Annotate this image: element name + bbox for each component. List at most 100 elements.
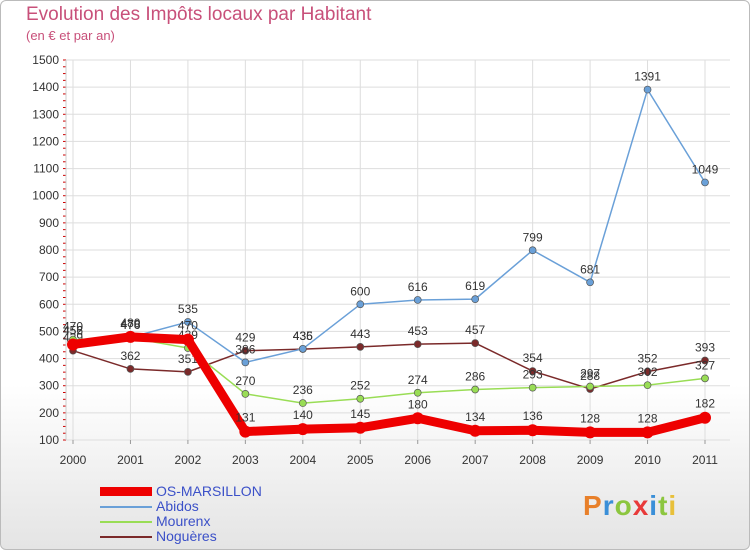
x-tick-label: 2004	[289, 453, 316, 467]
data-label: 134	[465, 410, 485, 424]
data-point	[296, 423, 309, 436]
data-label: 681	[580, 262, 600, 276]
y-tick-label: 500	[39, 324, 59, 338]
series-line	[72, 337, 706, 404]
data-label: 293	[523, 368, 543, 382]
data-label: 453	[408, 324, 428, 338]
data-point	[411, 412, 424, 425]
data-point	[239, 425, 252, 438]
x-tick-label: 2008	[519, 453, 546, 467]
data-label: 302	[638, 365, 658, 379]
legend-item: Noguères	[100, 529, 262, 544]
x-tick-label: 2000	[60, 453, 87, 467]
x-tick-label: 2010	[634, 453, 661, 467]
data-point	[643, 367, 652, 376]
y-tick-label: 400	[39, 352, 59, 366]
data-point	[181, 333, 194, 346]
data-label: 252	[350, 379, 370, 393]
logo-letter: t	[658, 490, 669, 521]
data-label: 393	[695, 340, 715, 354]
chart-subtitle: (en € et par an)	[26, 28, 115, 43]
data-label: 136	[523, 409, 543, 423]
data-label: 600	[350, 284, 370, 298]
data-point	[699, 411, 711, 424]
data-label: 616	[408, 280, 428, 294]
y-tick-label: 1300	[32, 107, 59, 121]
data-label: 128	[638, 411, 658, 425]
data-point	[584, 426, 597, 439]
data-point	[701, 178, 709, 187]
y-tick-label: 1400	[32, 80, 59, 94]
data-label: 352	[638, 352, 658, 366]
data-label: 1391	[634, 70, 661, 84]
y-tick-label: 1100	[33, 162, 59, 176]
data-point	[701, 374, 709, 383]
data-point	[528, 383, 537, 392]
legend-item: Abidos	[100, 499, 262, 514]
data-point	[471, 295, 480, 303]
chart-title: Evolution des Impôts locaux par Habitant	[26, 4, 372, 25]
data-point	[241, 390, 250, 398]
data-label: 452	[63, 323, 83, 337]
y-tick-label: 1500	[32, 53, 59, 67]
logo-letter: x	[632, 490, 650, 521]
data-point	[586, 382, 594, 391]
data-point	[67, 338, 79, 351]
y-tick-label: 800	[39, 243, 59, 257]
data-point	[586, 278, 594, 287]
data-label: 470	[178, 319, 198, 333]
data-label: 443	[350, 327, 370, 341]
data-label: 182	[695, 397, 715, 411]
data-label: 386	[235, 342, 255, 356]
legend-item: Mourenx	[100, 514, 262, 529]
logo-letter: P	[583, 490, 603, 521]
data-point	[124, 330, 137, 343]
data-label: 480	[120, 316, 140, 330]
data-label: 476	[120, 318, 140, 332]
data-point	[184, 318, 192, 326]
data-point	[471, 339, 480, 347]
data-point	[528, 246, 537, 255]
data-label: 470	[63, 320, 83, 334]
data-point	[701, 356, 709, 365]
legend-swatch	[100, 505, 152, 508]
data-point	[413, 340, 422, 349]
data-label: 354	[523, 351, 543, 365]
legend-label: Abidos	[156, 498, 199, 514]
x-tick-label: 2005	[347, 453, 374, 467]
series-line	[72, 342, 706, 390]
data-label: 1049	[692, 162, 719, 176]
data-label: 362	[120, 349, 140, 363]
y-tick-label: 200	[39, 406, 59, 420]
logo-letter: i	[668, 490, 678, 521]
data-point	[356, 343, 365, 351]
data-point	[641, 426, 654, 439]
proxiti-logo: Proxiti	[583, 490, 677, 522]
data-label: 435	[293, 329, 313, 343]
y-tick-label: 1000	[32, 189, 59, 203]
y-tick-label: 600	[39, 297, 59, 311]
data-point	[356, 300, 365, 309]
data-point	[241, 358, 250, 367]
logo-letter: o	[614, 490, 633, 521]
legend-label: Mourenx	[156, 513, 211, 529]
data-label: 799	[523, 230, 543, 244]
data-label: 145	[350, 407, 370, 421]
series-line	[72, 88, 706, 364]
data-label: 180	[408, 397, 428, 411]
data-label: 429	[235, 331, 255, 345]
x-tick-label: 2002	[175, 453, 202, 467]
legend-label: Noguères	[156, 528, 217, 544]
data-point	[413, 388, 422, 397]
data-label: 436	[293, 329, 313, 343]
y-tick-label: 1200	[32, 134, 59, 148]
data-label: 274	[408, 373, 428, 387]
data-point	[241, 346, 250, 355]
data-label: 478	[120, 317, 140, 331]
logo-letter: r	[602, 490, 615, 521]
series-line	[68, 332, 710, 437]
data-point	[469, 424, 482, 437]
y-tick-label: 900	[39, 216, 59, 230]
